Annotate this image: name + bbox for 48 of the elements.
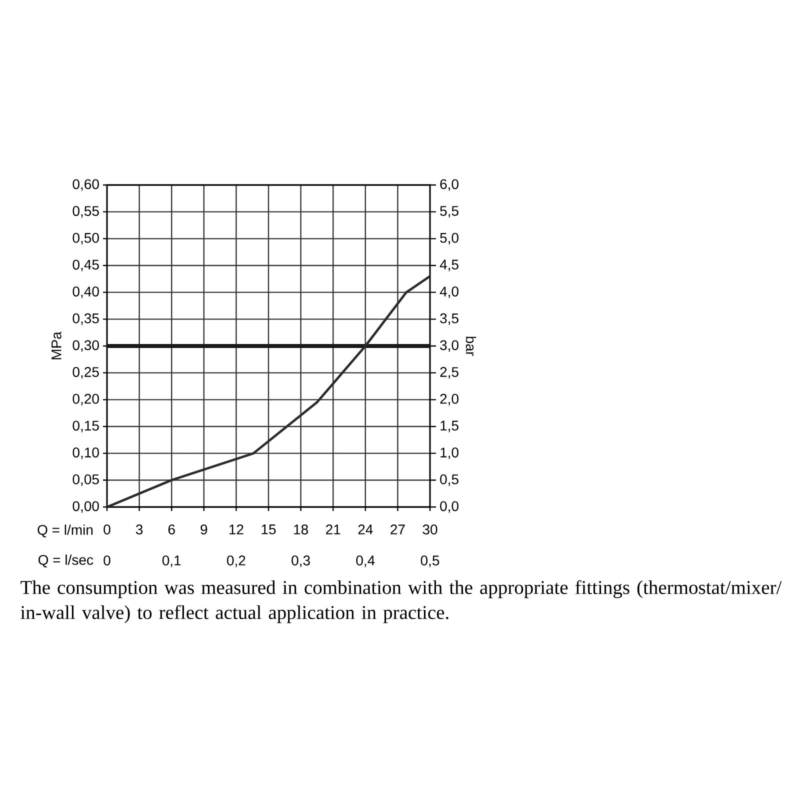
x-tick-label: 24 <box>358 524 373 534</box>
y2-tick-label: 6,0 <box>440 179 458 191</box>
y-tick-label: 0,20 <box>72 394 99 406</box>
y-tick-label: 0,05 <box>72 474 99 486</box>
y2-tick-label: 1,0 <box>440 448 458 460</box>
x2-tick-label: 0,2 <box>227 556 246 568</box>
y2-tick-label: 5,0 <box>440 232 458 244</box>
x2-tick-label: 0 <box>104 556 110 566</box>
y2-tick-label: 2,5 <box>440 367 458 379</box>
text: The consumption was measured in combination with the appropriate fittings (thermostat/mixer/ in-wall valve) to reflect actual application in practice. <box>20 580 782 624</box>
y2-tick-label: 2,0 <box>440 394 458 406</box>
x-tick-label: 30 <box>422 524 438 534</box>
y2-tick-label: 4,0 <box>440 286 458 298</box>
x-tick-label: 9 <box>200 524 208 534</box>
y-tick-label: 0,55 <box>72 206 99 218</box>
x-tick-label: 18 <box>294 524 308 534</box>
x-tick-label: 15 <box>262 524 276 534</box>
x-tick-label: 12 <box>229 524 244 534</box>
y2-tick-label: 3,5 <box>440 313 458 325</box>
y-tick-label: 0,10 <box>72 448 99 460</box>
y2-tick-label: 0,5 <box>440 474 458 486</box>
x-tick-label: 27 <box>390 524 405 534</box>
x2-tick-label: 0,5 <box>420 556 440 568</box>
y-axis-title: MPa <box>52 332 62 360</box>
y-tick-label: 0,50 <box>72 232 99 244</box>
y-tick-label: 0,00 <box>72 501 99 513</box>
y-tick-label: 0,25 <box>72 367 99 379</box>
y2-tick-label: 4,5 <box>440 260 458 272</box>
y2-tick-label: 5,5 <box>440 206 458 218</box>
x-axis-title: Q = l/min <box>38 524 93 538</box>
y-tick-label: 0,30 <box>72 340 99 352</box>
x-tick-label: 0 <box>104 524 110 534</box>
x-tick-label: 21 <box>326 524 340 534</box>
x2-tick-label: 0,1 <box>162 556 181 568</box>
x-tick-label: 3 <box>136 524 143 534</box>
x2-tick-label: 0,4 <box>356 556 375 568</box>
x-tick-label: 6 <box>168 524 175 534</box>
y-tick-label: 0,35 <box>72 313 99 325</box>
y-tick-label: 0,60 <box>72 179 99 191</box>
y-tick-label: 0,45 <box>72 260 99 272</box>
y2-tick-label: 0,0 <box>440 501 458 513</box>
y-tick-label: 0,15 <box>72 420 99 432</box>
y2-axis-title: bar <box>466 336 476 356</box>
x2-tick-label: 0,3 <box>292 556 310 568</box>
y-tick-label: 0,40 <box>72 286 99 298</box>
y2-tick-label: 1,5 <box>440 420 458 432</box>
y2-tick-label: 3,0 <box>440 340 458 352</box>
x2-axis-title: Q = l/sec <box>38 554 94 568</box>
